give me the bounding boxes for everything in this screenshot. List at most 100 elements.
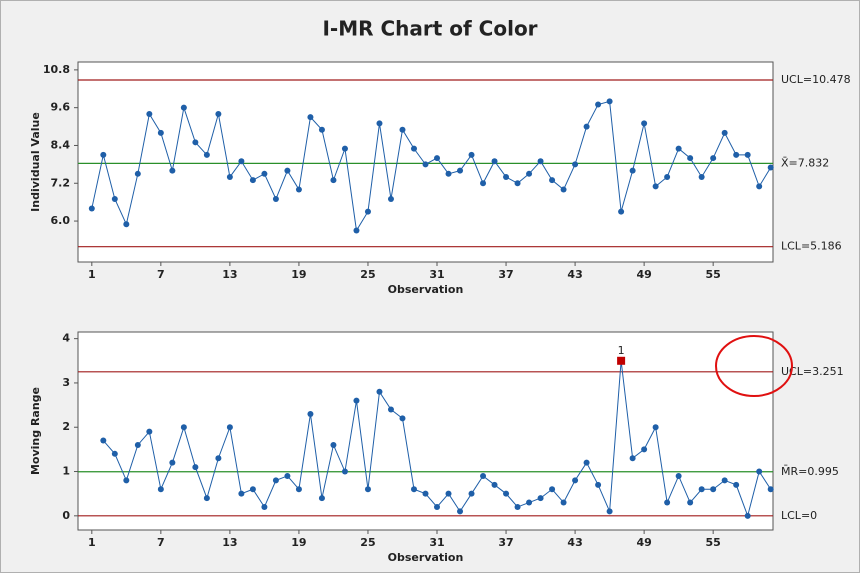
point [744,151,751,158]
x-axis-title: Observation [388,551,464,564]
point [261,503,268,510]
point [468,490,475,497]
point [146,428,153,435]
x-tick-label: 1 [88,536,96,549]
point [284,472,291,479]
control-line-label: UCL=3.251 [781,365,844,378]
point [503,490,510,497]
control-line-label: LCL=0 [781,509,817,522]
point [157,129,164,136]
point [652,424,659,431]
point [157,486,164,493]
point [353,397,360,404]
y-tick-label: 10.8 [43,63,70,76]
point [272,477,279,484]
point [180,104,187,111]
point [341,468,348,475]
point [272,196,279,203]
x-tick-label: 55 [706,536,721,549]
point [687,155,694,162]
x-tick-label: 55 [706,268,721,281]
point [537,495,544,502]
point [698,486,705,493]
point [606,508,613,515]
point [733,151,740,158]
control-line-label: X̄=7.832 [781,156,829,169]
x-tick-label: 19 [291,268,306,281]
x-tick-label: 31 [429,268,444,281]
point [457,508,464,515]
point [560,499,567,506]
x-tick-label: 19 [291,536,306,549]
point [549,486,556,493]
x-tick-label: 7 [157,268,165,281]
point [560,186,567,193]
x-tick-label: 49 [636,268,651,281]
point [710,155,717,162]
point [434,503,441,510]
point [457,167,464,174]
point [307,114,314,121]
point [134,441,141,448]
point [410,486,417,493]
point [491,481,498,488]
y-tick-label: 1 [62,465,70,478]
point [480,180,487,187]
point [123,221,130,228]
point [146,110,153,117]
y-tick-label: 7.2 [51,176,71,189]
highlight-ellipse [715,335,793,397]
point [641,120,648,127]
x-tick-label: 13 [222,268,237,281]
point [238,158,245,165]
point [756,183,763,190]
point [503,173,510,180]
y-tick-label: 2 [62,420,70,433]
point [330,177,337,184]
point [675,472,682,479]
x-tick-label: 25 [360,268,375,281]
point [180,424,187,431]
point [733,481,740,488]
point [261,170,268,177]
point [583,123,590,130]
point [399,415,406,422]
y-tick-label: 8.4 [51,138,71,151]
x-tick-label: 31 [429,536,444,549]
plot-area [77,331,774,531]
point [445,170,452,177]
point [353,227,360,234]
point [721,129,728,136]
point [318,126,325,133]
y-axis-title: Moving Range [29,387,42,475]
point [434,155,441,162]
point [387,406,394,413]
point [341,145,348,152]
point [111,196,118,203]
point [618,208,625,215]
point [215,110,222,117]
control-line-label: LCL=5.186 [781,240,842,253]
point [422,490,429,497]
point [606,98,613,105]
point [364,208,371,215]
y-tick-label: 0 [62,509,70,522]
point [687,499,694,506]
point [629,455,636,462]
point [629,167,636,174]
point [767,486,774,493]
x-tick-label: 25 [360,536,375,549]
point [468,151,475,158]
point [537,158,544,165]
x-tick-label: 43 [567,536,582,549]
point [249,486,256,493]
control-line-label: UCL=10.478 [781,73,851,86]
point [767,164,774,171]
point [572,161,579,168]
point [88,205,95,212]
x-tick-label: 37 [498,536,513,549]
x-tick-label: 37 [498,268,513,281]
point [203,495,210,502]
point [664,173,671,180]
